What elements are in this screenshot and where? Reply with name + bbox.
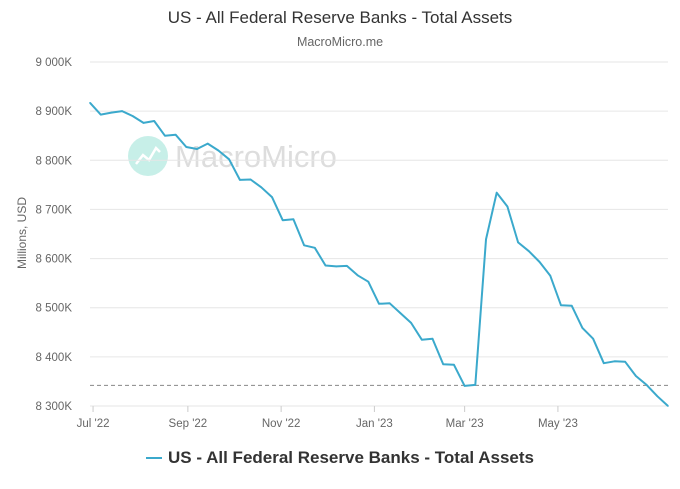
data-point bbox=[506, 205, 509, 208]
data-point bbox=[495, 191, 498, 194]
y-tick-label: 9 000K bbox=[36, 57, 73, 69]
data-point bbox=[121, 110, 123, 112]
data-point bbox=[560, 304, 562, 307]
x-tick-label: Nov '22 bbox=[262, 418, 301, 430]
data-point bbox=[196, 148, 198, 150]
data-point bbox=[249, 178, 252, 181]
grid-lines bbox=[90, 61, 668, 407]
data-point bbox=[292, 218, 295, 221]
data-point bbox=[667, 405, 669, 407]
data-point bbox=[356, 274, 359, 277]
data-point bbox=[431, 337, 434, 340]
data-point bbox=[453, 363, 455, 366]
data-point bbox=[613, 360, 616, 363]
data-point bbox=[378, 303, 380, 305]
y-tick-label: 8 800K bbox=[36, 155, 73, 167]
data-point bbox=[174, 133, 177, 136]
legend[interactable]: US - All Federal Reserve Banks - Total A… bbox=[0, 448, 680, 468]
y-tick-label: 8 900K bbox=[36, 106, 73, 118]
data-point bbox=[324, 264, 327, 267]
data-point bbox=[346, 265, 348, 267]
data-point bbox=[271, 196, 273, 198]
y-axis-tick-labels: 8 300K 8 400K 8 500K 8 600K 8 700K 8 800K 8 90… bbox=[36, 57, 73, 413]
data-point bbox=[228, 158, 230, 161]
data-point bbox=[110, 111, 113, 114]
data-point bbox=[635, 375, 637, 377]
x-tick-label: May '23 bbox=[538, 418, 578, 430]
x-axis-tick-labels: Jul '22 Sep '22 Nov '22 Jan '23 Mar '23 May '… bbox=[77, 418, 578, 430]
y-axis-title: Millions, USD bbox=[15, 197, 29, 269]
data-point bbox=[485, 238, 487, 241]
legend-swatch bbox=[146, 457, 163, 459]
data-point bbox=[89, 102, 91, 104]
data-point bbox=[410, 322, 412, 324]
watermark: MacroMicro bbox=[128, 136, 337, 176]
y-tick-label: 8 300K bbox=[36, 401, 73, 413]
data-point bbox=[132, 115, 134, 117]
data-point bbox=[570, 304, 573, 307]
series-points bbox=[89, 102, 669, 407]
data-point bbox=[474, 384, 477, 386]
data-point bbox=[281, 219, 284, 221]
y-tick-label: 8 400K bbox=[36, 352, 73, 364]
x-tick-label: Jul '22 bbox=[77, 418, 110, 430]
data-point bbox=[645, 384, 648, 386]
legend-label: US - All Federal Reserve Banks - Total A… bbox=[168, 448, 534, 467]
chart-subtitle: MacroMicro.me bbox=[296, 35, 384, 49]
data-point bbox=[463, 385, 466, 387]
watermark-text: MacroMicro bbox=[175, 139, 337, 174]
y-tick-label: 8 600K bbox=[36, 254, 73, 266]
x-tick-label: Jan '23 bbox=[356, 418, 393, 430]
data-point bbox=[99, 113, 102, 116]
data-point bbox=[314, 247, 316, 249]
x-axis-ticks bbox=[92, 406, 559, 412]
data-point bbox=[153, 120, 155, 122]
data-point bbox=[581, 327, 584, 329]
data-point bbox=[517, 241, 519, 244]
y-tick-label: 8 500K bbox=[36, 303, 73, 315]
data-point bbox=[239, 179, 241, 181]
watermark-logo-icon bbox=[128, 136, 168, 176]
data-point bbox=[421, 338, 423, 341]
data-point bbox=[164, 134, 166, 137]
data-point bbox=[656, 395, 659, 398]
data-point bbox=[185, 146, 188, 148]
data-point bbox=[206, 142, 209, 145]
data-point bbox=[303, 244, 305, 247]
data-point bbox=[335, 265, 338, 268]
data-point bbox=[442, 363, 445, 366]
data-point bbox=[260, 186, 263, 189]
data-point bbox=[603, 362, 605, 365]
data-point bbox=[549, 275, 552, 277]
data-point bbox=[399, 312, 402, 314]
data-point bbox=[538, 261, 541, 263]
data-point bbox=[528, 250, 530, 252]
data-point bbox=[388, 302, 391, 305]
x-tick-label: Mar '23 bbox=[446, 418, 484, 430]
data-point bbox=[592, 337, 594, 340]
y-tick-label: 8 700K bbox=[36, 204, 73, 216]
data-point bbox=[624, 361, 626, 363]
data-point bbox=[217, 149, 220, 152]
chart-title: US - All Federal Reserve Banks - Total A… bbox=[167, 8, 513, 27]
x-tick-label: Sep '22 bbox=[169, 418, 208, 430]
data-point bbox=[142, 122, 145, 124]
data-point bbox=[367, 280, 370, 283]
